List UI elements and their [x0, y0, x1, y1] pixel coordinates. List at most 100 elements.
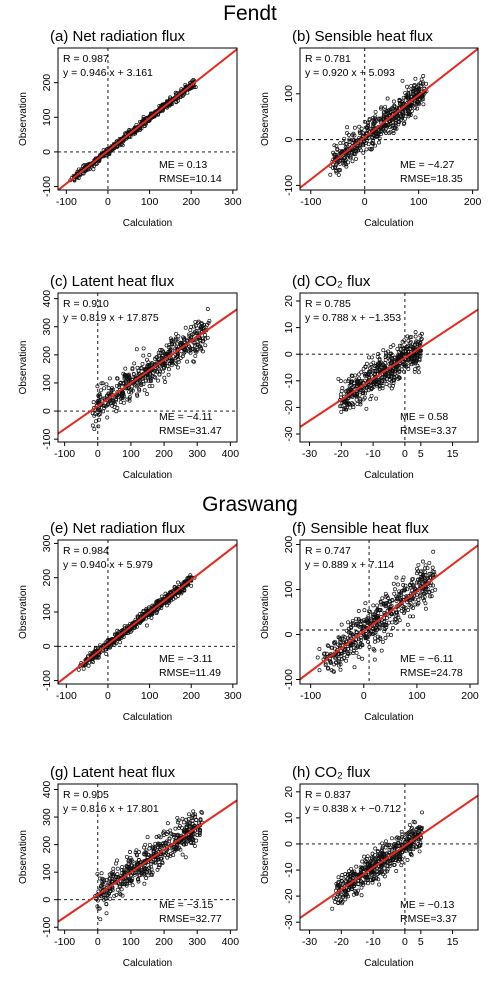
- data-point: [333, 639, 337, 644]
- data-point: [173, 336, 178, 341]
- data-point: [352, 381, 357, 386]
- x-tick-label: 0: [95, 936, 101, 948]
- data-point: [194, 349, 199, 354]
- data-point: [205, 335, 210, 340]
- panel-title: (c) Latent heat flux: [50, 273, 175, 290]
- data-point: [387, 361, 392, 366]
- data-point: [182, 827, 187, 832]
- data-point: [360, 642, 365, 647]
- data-point: [352, 665, 357, 670]
- data-point: [367, 862, 372, 866]
- data-point: [111, 398, 116, 403]
- x-axis-label: Calculation: [123, 712, 172, 723]
- y-axis-label: Observation: [18, 341, 29, 395]
- data-point: [144, 848, 149, 853]
- data-point: [355, 378, 360, 383]
- data-point: [366, 142, 371, 147]
- data-point: [130, 366, 135, 371]
- data-point: [348, 155, 353, 160]
- data-point: [132, 361, 137, 366]
- data-point: [117, 383, 122, 388]
- data-point: [378, 365, 383, 370]
- y-tick-label: -10: [283, 373, 295, 388]
- data-point: [338, 881, 343, 886]
- data-point: [160, 369, 165, 374]
- data-point: [385, 867, 390, 872]
- data-point: [148, 378, 153, 383]
- data-point: [375, 608, 380, 612]
- data-point: [98, 917, 103, 922]
- data-point: [118, 884, 123, 889]
- data-point: [385, 863, 390, 868]
- data-point: [114, 409, 119, 414]
- data-point: [125, 881, 129, 886]
- data-point: [390, 352, 395, 357]
- data-point: [189, 841, 194, 845]
- data-point: [354, 645, 359, 650]
- data-point: [120, 143, 125, 148]
- data-point: [136, 857, 141, 862]
- data-point: [362, 395, 367, 400]
- data-point: [369, 355, 374, 360]
- data-point: [332, 662, 337, 667]
- data-point: [198, 818, 203, 823]
- data-point: [383, 361, 387, 366]
- data-point: [347, 377, 351, 382]
- data-point: [419, 77, 424, 82]
- data-point: [97, 408, 102, 413]
- data-point: [387, 383, 392, 388]
- data-point: [393, 121, 398, 126]
- error-annotation: RMSE=11.49: [159, 667, 221, 679]
- data-point: [405, 347, 410, 352]
- data-point: [338, 141, 343, 146]
- data-point: [359, 885, 364, 890]
- data-point: [371, 603, 376, 608]
- scatter-points: [330, 810, 424, 911]
- x-tick-label: 200: [461, 690, 479, 702]
- data-point: [117, 891, 122, 896]
- data-point: [150, 383, 155, 388]
- y-tick-label: 300: [41, 808, 53, 826]
- data-point: [406, 87, 411, 92]
- x-tick-label: 0: [95, 448, 101, 460]
- data-point: [377, 855, 382, 860]
- data-point: [169, 338, 174, 343]
- x-tick-label: -20: [334, 936, 349, 948]
- data-point: [370, 381, 375, 386]
- x-tick-label: 300: [188, 448, 206, 460]
- data-point: [174, 331, 179, 336]
- data-point: [156, 353, 161, 358]
- data-point: [334, 660, 338, 665]
- data-point: [167, 598, 172, 603]
- data-point: [173, 826, 178, 831]
- data-point: [333, 899, 337, 904]
- x-tick-label: 200: [464, 196, 482, 208]
- data-point: [337, 652, 341, 657]
- data-point: [346, 620, 350, 625]
- data-point: [181, 335, 186, 340]
- data-point: [420, 569, 425, 574]
- data-point: [165, 855, 170, 860]
- data-point: [178, 94, 183, 99]
- stats-annotation: y = 0.946 x + 3.161: [63, 67, 153, 79]
- data-point: [322, 651, 327, 656]
- y-tick-label: 100: [41, 603, 53, 621]
- data-point: [146, 360, 151, 365]
- data-point: [378, 367, 383, 372]
- data-point: [377, 607, 382, 612]
- data-point: [142, 367, 147, 372]
- data-point: [377, 625, 382, 630]
- data-point: [167, 836, 172, 841]
- data-point: [115, 406, 120, 410]
- data-point: [391, 131, 396, 136]
- data-point: [115, 866, 120, 871]
- data-point: [105, 892, 110, 897]
- stats-annotation: y = 0.920 x + 5.093: [305, 67, 395, 79]
- data-point: [120, 865, 125, 869]
- data-point: [395, 610, 400, 615]
- data-point: [177, 834, 182, 838]
- data-point: [134, 347, 139, 352]
- data-point: [346, 160, 351, 165]
- data-point: [159, 594, 164, 599]
- data-point: [173, 586, 178, 591]
